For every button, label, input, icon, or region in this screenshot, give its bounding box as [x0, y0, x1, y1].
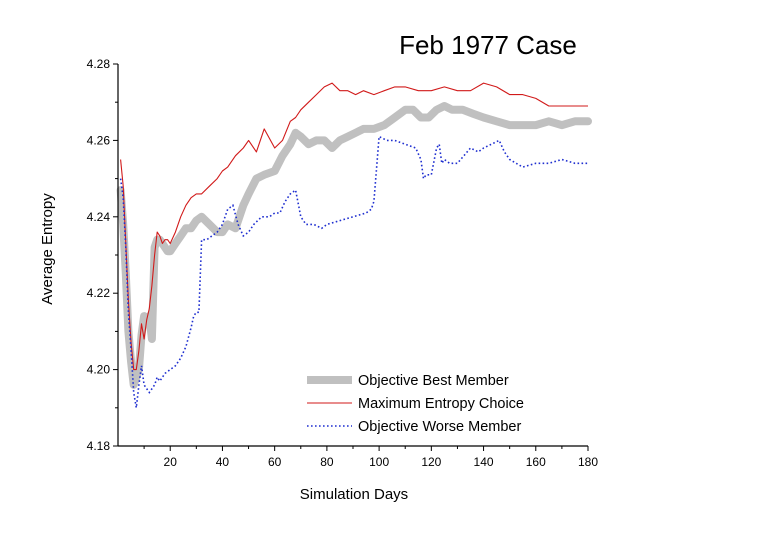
legend-label: Maximum Entropy Choice — [358, 396, 524, 412]
x-tick-label: 80 — [320, 455, 334, 469]
x-axis-ticks: 20 40 60 80 100 120 140 160 180 — [143, 446, 598, 469]
x-tick-label: 160 — [526, 455, 546, 469]
legend-label: Objective Worse Member — [358, 419, 521, 435]
series-layer — [116, 82, 592, 408]
y-axis-title: Average Entropy — [39, 193, 56, 305]
legend: Objective Best Member Maximum Entropy Cho… — [307, 373, 524, 435]
series-line-objective-best-member — [116, 102, 592, 389]
x-tick-label: 120 — [421, 455, 441, 469]
x-tick-label: 140 — [474, 455, 494, 469]
legend-label: Objective Best Member — [358, 373, 509, 389]
chart-title: Feb 1977 Case — [399, 30, 577, 60]
y-tick-label: 4.26 — [87, 133, 111, 147]
x-axis-title: Simulation Days — [300, 486, 408, 503]
series-line-maximum-entropy-choice — [120, 82, 588, 371]
y-tick-label: 4.28 — [87, 57, 111, 71]
y-tick-label: 4.22 — [87, 286, 111, 300]
x-tick-label: 40 — [216, 455, 230, 469]
y-tick-label: 4.24 — [87, 210, 111, 224]
x-tick-label: 60 — [268, 455, 282, 469]
x-tick-label: 100 — [369, 455, 389, 469]
y-axis-ticks: 4.18 4.20 4.22 4.24 4.26 4.28 — [87, 57, 118, 453]
plot-area: 20 40 60 80 100 120 140 160 180 4.18 4.20 4.22 4.24… — [87, 57, 599, 469]
series-line-objective-worse-member — [119, 135, 588, 408]
y-tick-label: 4.20 — [87, 363, 111, 377]
y-tick-label: 4.18 — [87, 439, 111, 453]
x-tick-label: 20 — [164, 455, 178, 469]
x-tick-label: 180 — [578, 455, 598, 469]
